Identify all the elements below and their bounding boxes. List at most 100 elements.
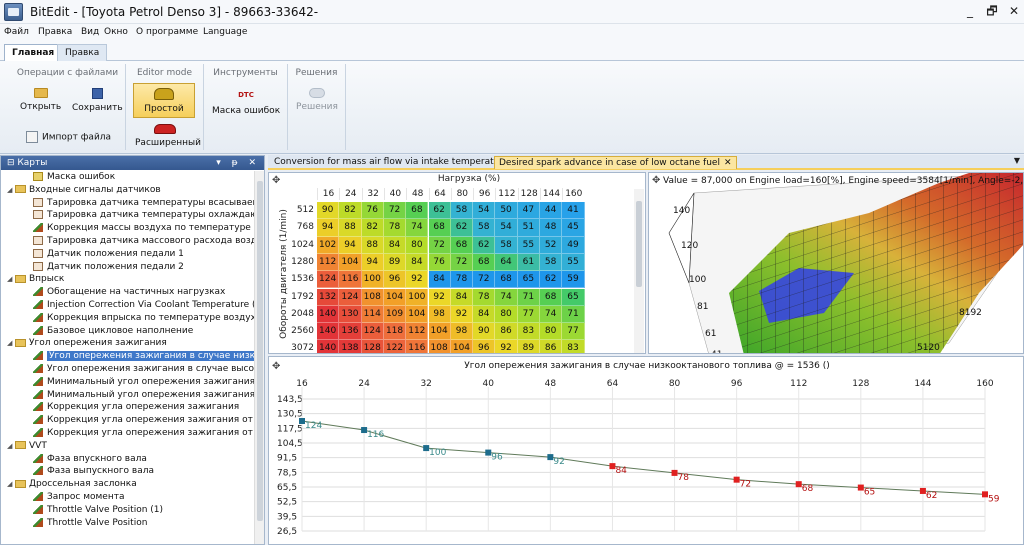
- table-cell[interactable]: 59: [562, 271, 585, 289]
- tree-item[interactable]: Тарировка датчика массового расхода возд…: [25, 235, 255, 247]
- table-cell[interactable]: 74: [540, 305, 563, 324]
- table-cell[interactable]: 68: [495, 271, 518, 289]
- table-cell[interactable]: 78: [450, 271, 474, 289]
- tree-item[interactable]: Коррекция массы воздуха по температуре в…: [25, 222, 255, 234]
- table-cell[interactable]: 80: [406, 236, 429, 254]
- table-cell[interactable]: 89: [517, 340, 540, 353]
- table-cell[interactable]: 104: [450, 340, 474, 353]
- table-cell[interactable]: 96: [383, 271, 407, 289]
- table-cell[interactable]: 114: [361, 305, 384, 324]
- table-cell[interactable]: 62: [450, 219, 474, 237]
- data-point[interactable]: [485, 449, 492, 456]
- menu-about[interactable]: О программе: [136, 27, 199, 37]
- restore-button[interactable]: 🗗: [986, 4, 998, 18]
- table-cell[interactable]: 124: [339, 288, 362, 306]
- table-cell[interactable]: 90: [317, 202, 340, 220]
- tab-main[interactable]: Главная: [4, 44, 63, 62]
- tree-folder[interactable]: ◢ Угол опережения зажигания: [7, 337, 167, 349]
- table-cell[interactable]: 76: [428, 253, 451, 272]
- tree-item[interactable]: Датчик положения педали 2: [25, 261, 184, 273]
- table-cell[interactable]: 98: [450, 323, 474, 341]
- tree-item[interactable]: Тарировка датчика температуры всасываемо…: [25, 197, 255, 209]
- table-cell[interactable]: 104: [406, 305, 429, 324]
- close-tab-icon[interactable]: ✕: [723, 158, 732, 168]
- data-point[interactable]: [982, 491, 988, 498]
- table-cell[interactable]: 94: [339, 236, 362, 254]
- table-cell[interactable]: 50: [495, 202, 518, 220]
- data-point[interactable]: [857, 484, 864, 491]
- table-cell[interactable]: 104: [383, 288, 407, 306]
- table-cell[interactable]: 62: [540, 271, 563, 289]
- tree-item[interactable]: Фаза впускного вала: [25, 453, 147, 465]
- table-cell[interactable]: 86: [495, 323, 518, 341]
- table-cell[interactable]: 92: [406, 271, 429, 289]
- table-scrollbar[interactable]: [634, 189, 644, 353]
- tree-item[interactable]: Тарировка датчика температуры охлаждающе…: [25, 209, 255, 221]
- tree-item[interactable]: Коррекция угла опережения зажигания от п…: [25, 427, 255, 439]
- table-cell[interactable]: 54: [495, 219, 518, 237]
- dtc-mask-button[interactable]: DTC Маска ошибок: [212, 88, 280, 116]
- table-cell[interactable]: 104: [428, 323, 451, 341]
- table-cell[interactable]: 71: [517, 288, 540, 306]
- tree-item[interactable]: Throttle Valve Position (1): [25, 504, 163, 516]
- data-point[interactable]: [299, 418, 305, 424]
- table-cell[interactable]: 78: [473, 288, 496, 306]
- table-cell[interactable]: 109: [383, 305, 407, 324]
- table-cell[interactable]: 94: [317, 219, 340, 237]
- menu-language[interactable]: Language: [203, 27, 248, 37]
- table-cell[interactable]: 104: [339, 253, 362, 272]
- tree-item[interactable]: Throttle Valve Position: [25, 517, 147, 529]
- table-cell[interactable]: 83: [517, 323, 540, 341]
- simple-mode-button[interactable]: Простой: [133, 83, 195, 118]
- table-cell[interactable]: 77: [517, 305, 540, 324]
- table-cell[interactable]: 102: [317, 236, 340, 254]
- table-cell[interactable]: 72: [383, 202, 407, 220]
- table-cell[interactable]: 96: [473, 340, 496, 353]
- table-cell[interactable]: 71: [562, 305, 585, 324]
- tree-item[interactable]: Запрос момента: [25, 491, 124, 503]
- tab-list-dropdown-icon[interactable]: ▼: [1013, 156, 1020, 165]
- tree-item[interactable]: Минимальный угол опережения зажигания дл…: [25, 389, 255, 401]
- table-cell[interactable]: 74: [406, 219, 429, 237]
- table-cell[interactable]: 84: [428, 271, 451, 289]
- tree-folder[interactable]: ◢ Дроссельная заслонка: [7, 478, 137, 490]
- tab-edit[interactable]: Правка: [57, 44, 108, 61]
- table-cell[interactable]: 88: [339, 219, 362, 237]
- table-cell[interactable]: 84: [383, 236, 407, 254]
- table-cell[interactable]: 68: [406, 202, 429, 220]
- table-cell[interactable]: 68: [540, 288, 563, 306]
- table-cell[interactable]: 45: [562, 219, 585, 237]
- table-cell[interactable]: 83: [562, 340, 585, 353]
- table-cell[interactable]: 86: [540, 340, 563, 353]
- table-cell[interactable]: 54: [473, 202, 496, 220]
- table-cell[interactable]: 80: [540, 323, 563, 341]
- table-cell[interactable]: 48: [540, 219, 563, 237]
- table-cell[interactable]: 82: [339, 202, 362, 220]
- table-cell[interactable]: 72: [450, 253, 474, 272]
- scrollbar-thumb[interactable]: [257, 181, 263, 521]
- table-cell[interactable]: 58: [540, 253, 563, 272]
- menu-edit[interactable]: Правка: [38, 27, 73, 37]
- tree-folder[interactable]: ◢ Впрыск: [7, 273, 64, 285]
- menu-window[interactable]: Окно: [104, 27, 128, 37]
- doc-tab-mass-air-flow[interactable]: Conversion for mass air flow via intake …: [270, 156, 512, 169]
- table-cell[interactable]: 124: [317, 271, 340, 289]
- table-cell[interactable]: 58: [495, 236, 518, 254]
- table-cell[interactable]: 78: [383, 219, 407, 237]
- tree-item[interactable]: Датчик положения педали 1: [25, 248, 184, 260]
- advanced-mode-button[interactable]: Расширенный: [135, 124, 201, 148]
- table-cell[interactable]: 100: [361, 271, 384, 289]
- table-cell[interactable]: 41: [562, 202, 585, 220]
- maps-tree-scrollbar[interactable]: [254, 171, 264, 544]
- surface-3d-plot[interactable]: [649, 173, 1024, 354]
- table-cell[interactable]: 68: [450, 236, 474, 254]
- table-cell[interactable]: 76: [361, 202, 384, 220]
- tree-item[interactable]: Фаза выпускного вала: [25, 465, 154, 477]
- table-cell[interactable]: 108: [428, 340, 451, 353]
- table-cell[interactable]: 62: [473, 236, 496, 254]
- data-point[interactable]: [547, 454, 554, 461]
- table-cell[interactable]: 80: [495, 305, 518, 324]
- tree-item[interactable]: Обогащение на частичных нагрузках: [25, 286, 225, 298]
- tree-item[interactable]: Минимальный угол опережения зажигания: [25, 376, 255, 388]
- table-cell[interactable]: 55: [517, 236, 540, 254]
